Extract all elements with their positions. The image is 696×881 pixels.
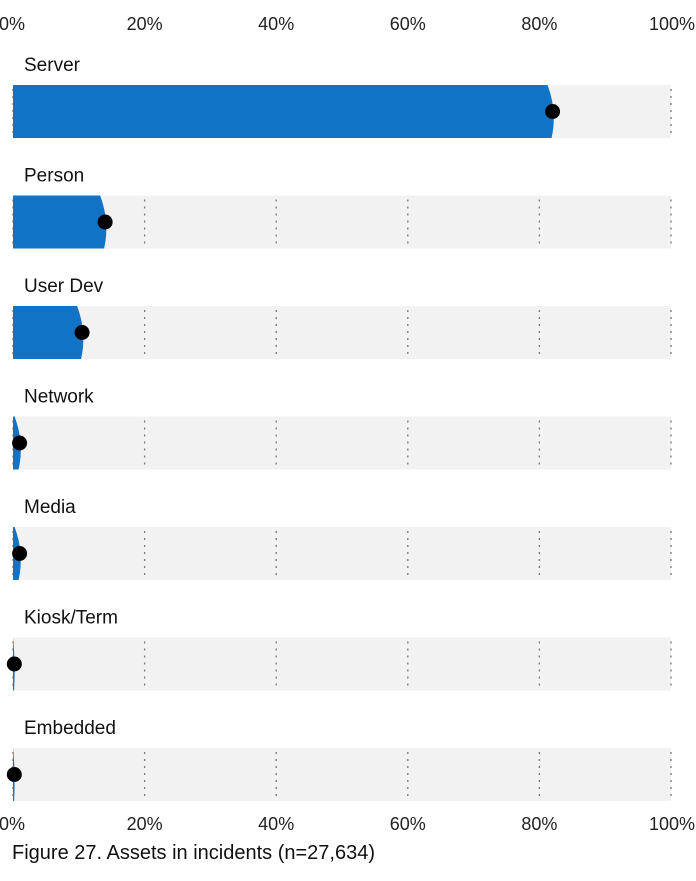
bar-row: Embedded	[6, 718, 672, 801]
bar	[13, 306, 84, 359]
bar-track	[13, 637, 671, 691]
top-tick-label: 20%	[127, 14, 163, 34]
value-dot	[74, 325, 90, 340]
bar-track	[13, 306, 671, 359]
bar	[13, 85, 554, 138]
figure-caption: Figure 27. Assets in incidents (n=27,634…	[12, 842, 375, 864]
bar-row: Server	[12, 55, 672, 138]
bar-track	[13, 748, 671, 801]
value-dot	[6, 767, 22, 782]
bottom-tick-label: 100%	[649, 814, 695, 834]
bottom-tick-label: 20%	[127, 814, 163, 834]
category-label: Embedded	[24, 718, 116, 739]
bar-track	[13, 416, 671, 470]
top-tick-label: 40%	[258, 14, 294, 34]
bar-row: User Dev	[12, 276, 672, 359]
category-label: User Dev	[24, 276, 104, 297]
bar	[13, 195, 107, 249]
value-dot	[12, 546, 28, 561]
top-tick-label: 0%	[0, 14, 25, 34]
bottom-tick-label: 40%	[258, 814, 294, 834]
category-label: Network	[24, 387, 94, 408]
bar-track	[13, 527, 671, 580]
top-tick-label: 60%	[390, 14, 426, 34]
bar-row: Media	[12, 497, 672, 580]
category-label: Person	[24, 166, 84, 187]
bottom-tick-label: 60%	[390, 814, 426, 834]
bar-track	[13, 195, 671, 249]
category-label: Kiosk/Term	[24, 608, 118, 629]
top-tick-label: 100%	[649, 14, 695, 34]
category-label: Media	[24, 497, 76, 518]
bottom-tick-label: 80%	[521, 814, 557, 834]
chart-rows: Server Person User Dev Network Media Kiosk/Te…	[6, 55, 672, 801]
bar-row: Kiosk/Term	[6, 608, 672, 691]
category-label: Server	[24, 55, 81, 76]
value-dot	[6, 656, 22, 672]
value-dot	[97, 214, 113, 230]
top-tick-label: 80%	[521, 14, 557, 34]
bar-row: Person	[12, 166, 672, 249]
value-dot	[545, 104, 561, 119]
bottom-tick-label: 0%	[0, 814, 25, 834]
top-axis-ticks: 0% 20% 40% 60% 80% 100%	[0, 14, 695, 34]
bottom-axis-ticks: 0% 20% 40% 60% 80% 100%	[0, 814, 695, 834]
value-dot	[12, 435, 28, 451]
bar-row: Network	[12, 387, 672, 470]
